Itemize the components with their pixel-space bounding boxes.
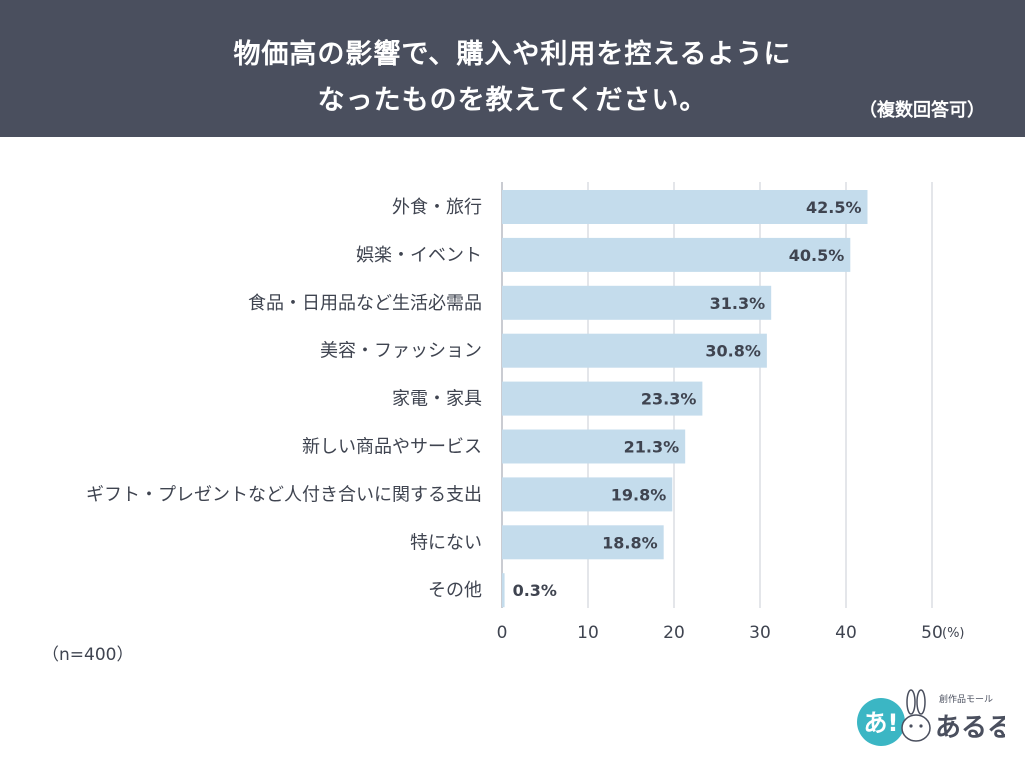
bar bbox=[502, 285, 772, 320]
data-label: 23.3% bbox=[641, 390, 697, 409]
bar bbox=[502, 190, 868, 224]
data-label: 42.5% bbox=[806, 198, 862, 217]
x-tick-label: 50 bbox=[921, 623, 943, 643]
category-label: 特にない bbox=[410, 532, 482, 553]
logo-badge-text: あ! bbox=[864, 709, 899, 737]
category-label: 美容・ファッション bbox=[320, 341, 482, 362]
category-label: 食品・日用品など生活必需品 bbox=[248, 293, 482, 314]
bar bbox=[502, 381, 703, 416]
chart-title-line-1: 物価高の影響で、購入や利用を控えるように bbox=[233, 39, 792, 70]
category-label: 外食・旅行 bbox=[392, 197, 482, 218]
x-tick-label: 40 bbox=[835, 623, 857, 643]
aruru-logo: あ! 創作品モール あるる bbox=[857, 689, 1005, 746]
bar bbox=[502, 525, 664, 560]
data-label: 18.8% bbox=[602, 533, 658, 552]
x-tick-label: 30 bbox=[749, 623, 771, 643]
bar bbox=[502, 477, 673, 512]
rabbit-icon bbox=[901, 689, 931, 742]
logo-small-text: 創作品モール bbox=[939, 693, 993, 705]
category-label: 新しい商品やサービス bbox=[302, 437, 482, 458]
data-label: 31.3% bbox=[710, 294, 766, 313]
bar bbox=[502, 333, 767, 368]
bar bbox=[502, 573, 505, 608]
data-label: 30.8% bbox=[705, 342, 761, 361]
x-tick-label: 0 bbox=[497, 623, 508, 643]
category-label: 娯楽・イベント bbox=[356, 245, 482, 266]
category-label: 家電・家具 bbox=[392, 389, 482, 410]
data-label: 19.8% bbox=[611, 485, 667, 504]
header-banner: 物価高の影響で、購入や利用を控えるように なったものを教えてください。 （複数回… bbox=[0, 0, 1025, 137]
chart-title-line-2: なったものを教えてください。 bbox=[317, 85, 708, 116]
bar bbox=[502, 429, 686, 464]
x-tick-label: 10 bbox=[577, 623, 599, 643]
data-label: 21.3% bbox=[624, 438, 680, 457]
sample-size-label: （n=400） bbox=[42, 645, 134, 665]
multiple-answer-note: （複数回答可） bbox=[859, 100, 985, 121]
data-label: 40.5% bbox=[789, 246, 845, 265]
logo-big-text: あるる bbox=[935, 713, 1005, 743]
x-tick-label: 20 bbox=[663, 623, 685, 643]
x-unit-label: (%) bbox=[942, 626, 965, 641]
category-label: ギフト・プレゼントなど人付き合いに関する支出 bbox=[86, 484, 482, 505]
data-label: 0.3% bbox=[513, 581, 557, 600]
bar bbox=[502, 237, 851, 272]
category-label: その他 bbox=[428, 580, 482, 601]
logo-badge-circle bbox=[857, 698, 905, 746]
